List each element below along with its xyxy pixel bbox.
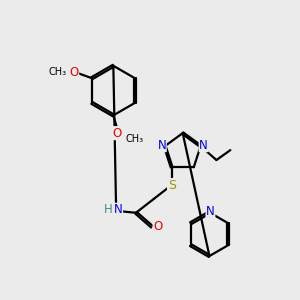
Text: N: N	[158, 139, 166, 152]
Text: S: S	[168, 178, 176, 191]
Text: CH₃: CH₃	[125, 134, 143, 144]
Text: O: O	[153, 220, 162, 233]
Text: N: N	[199, 139, 208, 152]
Text: CH₃: CH₃	[48, 67, 66, 77]
Text: H: H	[104, 203, 112, 216]
Text: N: N	[206, 205, 215, 218]
Text: O: O	[69, 66, 79, 79]
Text: O: O	[113, 127, 122, 140]
Text: N: N	[114, 203, 122, 216]
